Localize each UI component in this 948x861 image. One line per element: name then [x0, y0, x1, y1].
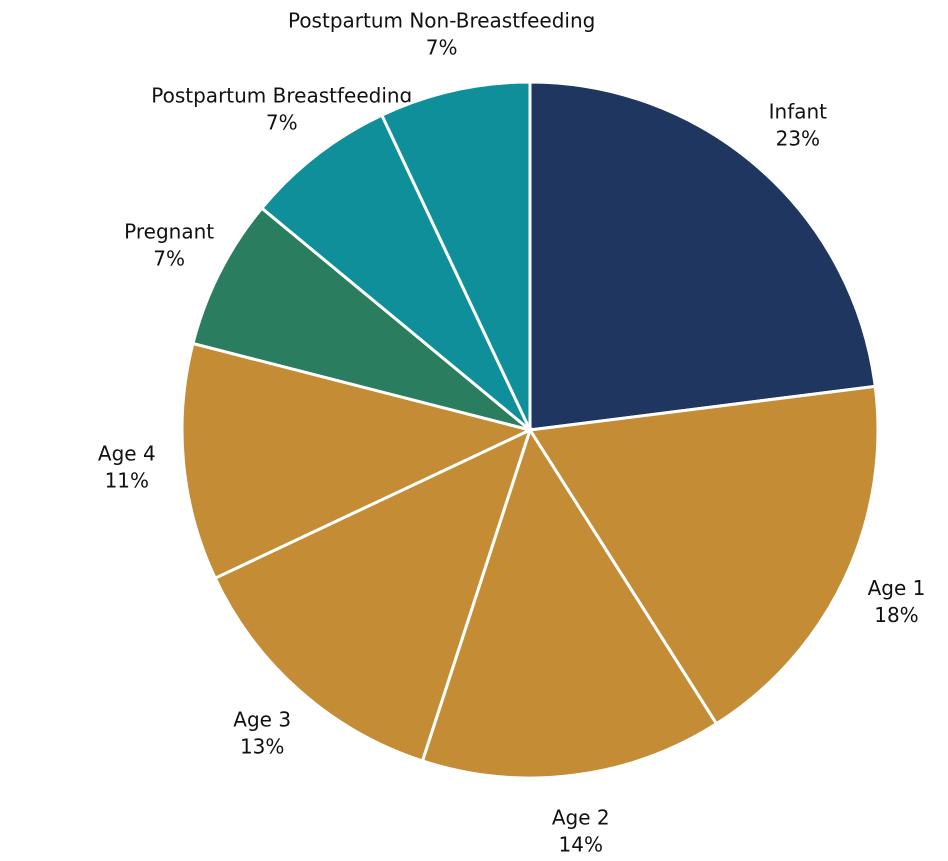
- slice-value-label: 13%: [240, 734, 284, 758]
- slice-label: Age 3: [233, 707, 291, 731]
- slice-value-label: 11%: [105, 469, 149, 493]
- slice-label: Age 4: [98, 442, 156, 466]
- slice-value-label: 7%: [426, 35, 458, 59]
- slice-label: Postpartum Non-Breastfeeding: [288, 8, 595, 32]
- slice-label: Pregnant: [124, 220, 214, 244]
- pie-slice: [528, 80, 877, 432]
- pie-slice: [379, 80, 532, 431]
- slice-value-label: 18%: [874, 603, 918, 627]
- pie-slice: [420, 426, 719, 780]
- slice-value-label: 7%: [153, 247, 185, 271]
- slice-value-label: 23%: [776, 127, 820, 151]
- slice-label: Age 1: [868, 576, 926, 600]
- slice-label: Age 2: [552, 805, 610, 829]
- pie-slice: [180, 341, 535, 581]
- slice-label: Postpartum Breastfeeding: [151, 83, 412, 107]
- pie-slice: [259, 113, 532, 432]
- slice-label: Infant: [769, 100, 828, 124]
- slice-value-label: 7%: [266, 110, 298, 134]
- pie-slice: [527, 384, 880, 726]
- pie-slice: [191, 206, 531, 432]
- pie-slice: [213, 427, 533, 763]
- slice-value-label: 14%: [559, 832, 603, 856]
